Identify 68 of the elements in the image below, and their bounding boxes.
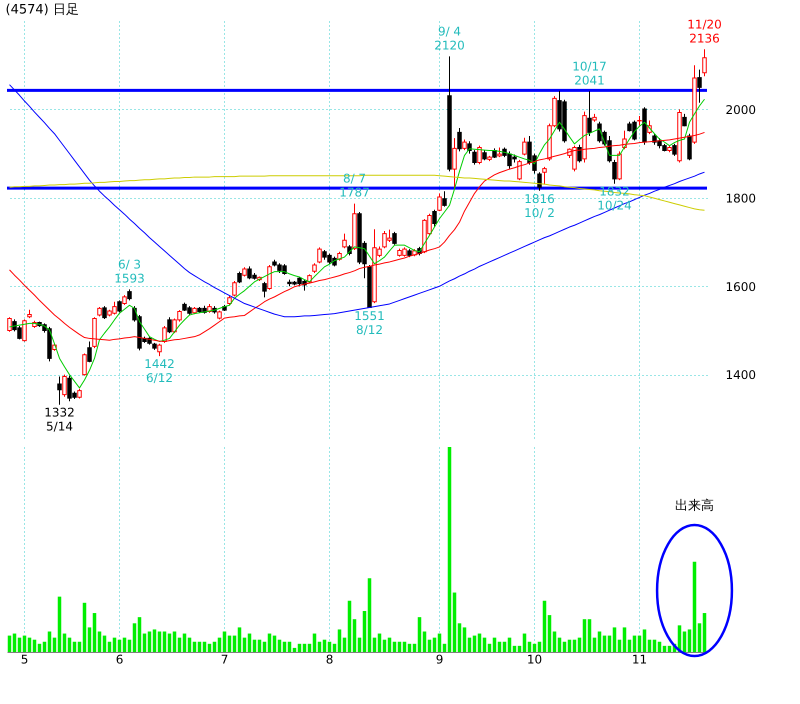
candlestick bbox=[472, 150, 477, 166]
candlestick bbox=[542, 166, 547, 186]
annotation: 9/ 4 2120 bbox=[434, 24, 465, 52]
candlestick bbox=[167, 316, 172, 334]
annotation: 1816 10/ 2 bbox=[524, 192, 555, 220]
candlestick bbox=[522, 137, 527, 156]
candlestick bbox=[342, 233, 347, 249]
candlestick bbox=[87, 341, 92, 363]
y-tick-label: 1800 bbox=[726, 191, 756, 206]
candlestick bbox=[77, 388, 82, 400]
candlestick bbox=[702, 48, 707, 77]
candlestick bbox=[697, 69, 702, 104]
x-tick-label: 10 bbox=[526, 652, 542, 666]
annotation: 11/20 2136 bbox=[687, 17, 722, 46]
candlestick bbox=[497, 146, 502, 158]
candlestick bbox=[262, 281, 267, 298]
candlestick bbox=[482, 150, 487, 161]
candlestick bbox=[117, 300, 122, 313]
candlestick bbox=[477, 145, 482, 165]
candlestick bbox=[637, 116, 642, 126]
candlestick bbox=[242, 266, 247, 278]
annotation: 1332 5/14 bbox=[44, 406, 75, 434]
candlestick bbox=[687, 133, 692, 161]
candlestick bbox=[82, 352, 87, 376]
candlestick bbox=[462, 138, 467, 151]
annotation: 10/17 2041 bbox=[572, 59, 607, 88]
candlestick bbox=[432, 209, 437, 228]
y-tick-label: 1400 bbox=[726, 368, 756, 382]
candlestick bbox=[537, 172, 542, 192]
annotation: 1442 6/12 bbox=[144, 357, 175, 386]
x-tick-label: 6 bbox=[116, 652, 124, 666]
candlestick bbox=[612, 159, 617, 184]
annotation: 1551 8/12 bbox=[354, 308, 385, 337]
candlestick bbox=[672, 143, 677, 156]
x-tick-label: 11 bbox=[632, 652, 648, 666]
candlestick bbox=[317, 246, 322, 264]
candlestick bbox=[7, 316, 12, 332]
candlestick bbox=[22, 318, 27, 342]
candlestick bbox=[127, 288, 132, 301]
candlestick bbox=[392, 231, 397, 246]
line-series bbox=[9, 98, 705, 388]
candlestick bbox=[97, 306, 102, 317]
annotation: 出来高 bbox=[675, 498, 714, 514]
candlestick bbox=[267, 264, 272, 290]
y-tick-label: 1600 bbox=[726, 280, 756, 294]
candlestick bbox=[57, 376, 62, 406]
x-tick-label: 7 bbox=[220, 652, 228, 666]
chart-title: (4574) 日足 bbox=[6, 2, 79, 18]
candlestick bbox=[232, 280, 237, 297]
x-tick-label: 9 bbox=[436, 652, 444, 666]
x-tick-label: 5 bbox=[20, 652, 28, 666]
candlestick bbox=[157, 343, 162, 357]
candlestick bbox=[452, 138, 457, 190]
candlestick bbox=[62, 374, 67, 398]
x-tick-label: 8 bbox=[326, 652, 334, 666]
candlestick bbox=[517, 159, 522, 181]
candlestick bbox=[312, 262, 317, 274]
candlestick bbox=[437, 192, 442, 212]
candlestick bbox=[682, 113, 687, 127]
candlestick bbox=[457, 127, 462, 152]
candlestick bbox=[587, 90, 592, 136]
annotation: 6/ 3 1593 bbox=[114, 257, 145, 286]
candlestick bbox=[102, 306, 107, 320]
candlestick bbox=[442, 190, 447, 208]
candlestick bbox=[122, 294, 127, 306]
candlestick bbox=[577, 144, 582, 163]
candlestick bbox=[237, 271, 242, 284]
y-tick-label: 2000 bbox=[726, 102, 756, 117]
